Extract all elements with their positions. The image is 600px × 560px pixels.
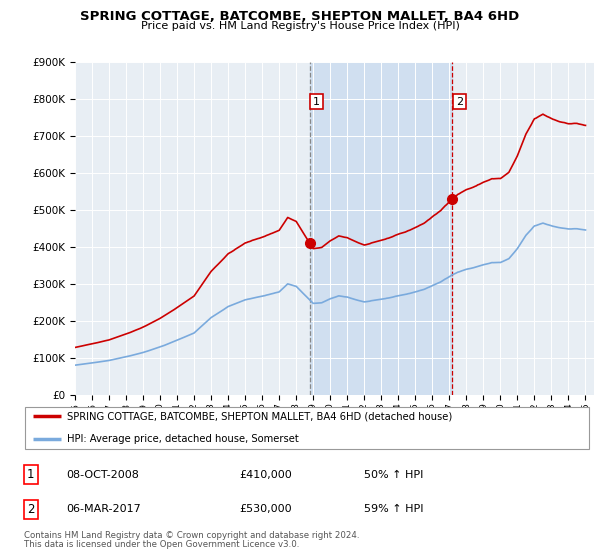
Bar <box>310 62 452 395</box>
Text: 59% ↑ HPI: 59% ↑ HPI <box>364 505 424 514</box>
Text: Contains HM Land Registry data © Crown copyright and database right 2024.: Contains HM Land Registry data © Crown c… <box>24 531 359 540</box>
Text: This data is licensed under the Open Government Licence v3.0.: This data is licensed under the Open Gov… <box>24 540 299 549</box>
Text: 06-MAR-2017: 06-MAR-2017 <box>67 505 141 514</box>
Text: Price paid vs. HM Land Registry's House Price Index (HPI): Price paid vs. HM Land Registry's House … <box>140 21 460 31</box>
Text: 1: 1 <box>27 468 35 481</box>
Text: £530,000: £530,000 <box>239 505 292 514</box>
Text: 2: 2 <box>27 503 35 516</box>
Text: HPI: Average price, detached house, Somerset: HPI: Average price, detached house, Some… <box>67 435 298 444</box>
Text: 08-OCT-2008: 08-OCT-2008 <box>67 470 139 479</box>
FancyBboxPatch shape <box>25 407 589 449</box>
Text: SPRING COTTAGE, BATCOMBE, SHEPTON MALLET, BA4 6HD (detached house): SPRING COTTAGE, BATCOMBE, SHEPTON MALLET… <box>67 412 452 421</box>
Text: 2: 2 <box>455 96 463 106</box>
Text: SPRING COTTAGE, BATCOMBE, SHEPTON MALLET, BA4 6HD: SPRING COTTAGE, BATCOMBE, SHEPTON MALLET… <box>80 10 520 23</box>
Text: £410,000: £410,000 <box>239 470 292 479</box>
Text: 1: 1 <box>313 96 320 106</box>
Text: 50% ↑ HPI: 50% ↑ HPI <box>364 470 424 479</box>
